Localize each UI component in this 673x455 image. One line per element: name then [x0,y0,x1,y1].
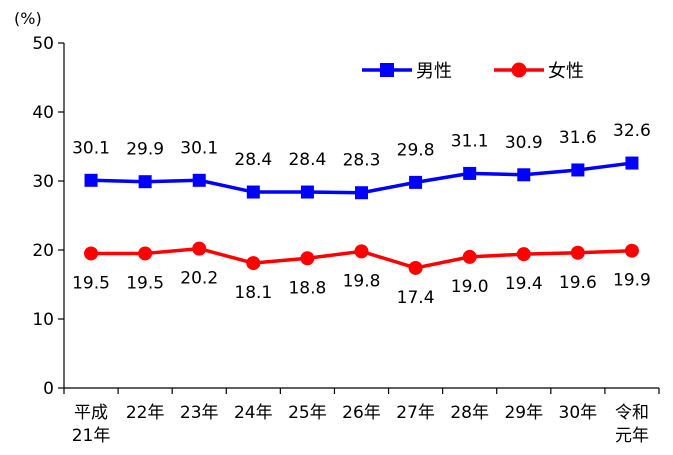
x-tick-label: 平成 [74,403,108,423]
legend-label: 女性 [548,61,584,82]
data-point-marker [84,173,98,187]
data-point-marker [300,185,314,199]
data-label: 17.4 [397,288,435,308]
legend-marker [511,62,527,78]
x-tick-label: 29年 [504,403,543,423]
data-label: 19.4 [505,274,543,294]
data-point-marker [138,175,152,189]
axes [63,43,659,389]
data-point-marker [571,163,585,177]
series-layer [84,156,639,275]
data-point-marker [408,260,423,275]
data-point-marker [355,186,368,200]
legend-label: 男性 [416,61,452,82]
data-label: 32.6 [613,121,651,141]
data-label: 28.4 [234,150,272,170]
data-label: 28.3 [343,151,381,171]
data-label: 31.1 [451,131,489,151]
x-tick-label: 24年 [234,403,273,423]
data-point-marker [516,247,531,262]
data-point-marker [246,256,261,271]
x-tick-label: 22年 [126,403,165,423]
x-tick-label: 26年 [342,403,381,423]
data-label: 18.1 [234,283,272,303]
data-point-marker [192,241,207,256]
data-labels: 30.1 29.9 30.1 28.4 28.4 28.3 29.8 31.1 30.9 31.6… [72,121,651,308]
data-label: 19.8 [343,271,381,291]
data-point-marker [84,246,99,261]
data-label: 30.1 [72,138,110,158]
data-label: 18.8 [288,278,326,298]
x-tick-label: 25年 [288,403,327,423]
data-point-marker [138,246,153,261]
data-label: 29.8 [397,140,435,160]
data-label: 19.5 [126,273,164,293]
data-label: 30.1 [180,138,218,158]
data-point-marker [192,173,206,187]
x-tick-label: 21年 [72,426,111,446]
x-tick-label: 令和 [615,403,649,423]
y-axis-unit-label: (%) [14,9,42,28]
data-point-marker [409,175,423,189]
data-label: 19.9 [613,271,651,291]
y-tick-label: 30 [32,172,54,192]
x-tick-label: 元年 [615,426,649,446]
legend-marker [380,63,394,77]
x-tick-label: 27年 [396,403,435,423]
data-label: 31.6 [559,128,597,148]
data-label: 20.2 [180,269,218,289]
data-label: 19.5 [72,273,110,293]
y-tick-label: 20 [32,241,54,261]
y-axis-ticks: 0 10 20 30 40 50 [32,34,64,399]
data-label: 30.9 [505,133,543,153]
data-point-marker [300,251,315,266]
data-label: 28.4 [288,150,326,170]
data-point-marker [570,245,585,260]
data-label: 19.6 [559,273,597,293]
y-tick-label: 10 [32,310,54,330]
y-tick-label: 50 [32,34,54,54]
data-point-marker [354,244,369,259]
x-tick-label: 28年 [450,403,489,423]
data-label: 29.9 [126,140,164,160]
legend: 男性 女性 [362,61,584,82]
data-point-marker [462,249,477,264]
x-tick-label: 23年 [180,403,219,423]
x-tick-label: 30年 [559,403,598,423]
data-point-marker [463,166,477,180]
data-point-marker [517,168,531,182]
data-point-marker [246,185,260,199]
data-point-marker [624,243,639,258]
y-tick-label: 0 [43,379,54,399]
data-label: 19.0 [451,277,489,297]
data-point-marker [625,156,639,170]
y-tick-label: 40 [32,103,54,123]
